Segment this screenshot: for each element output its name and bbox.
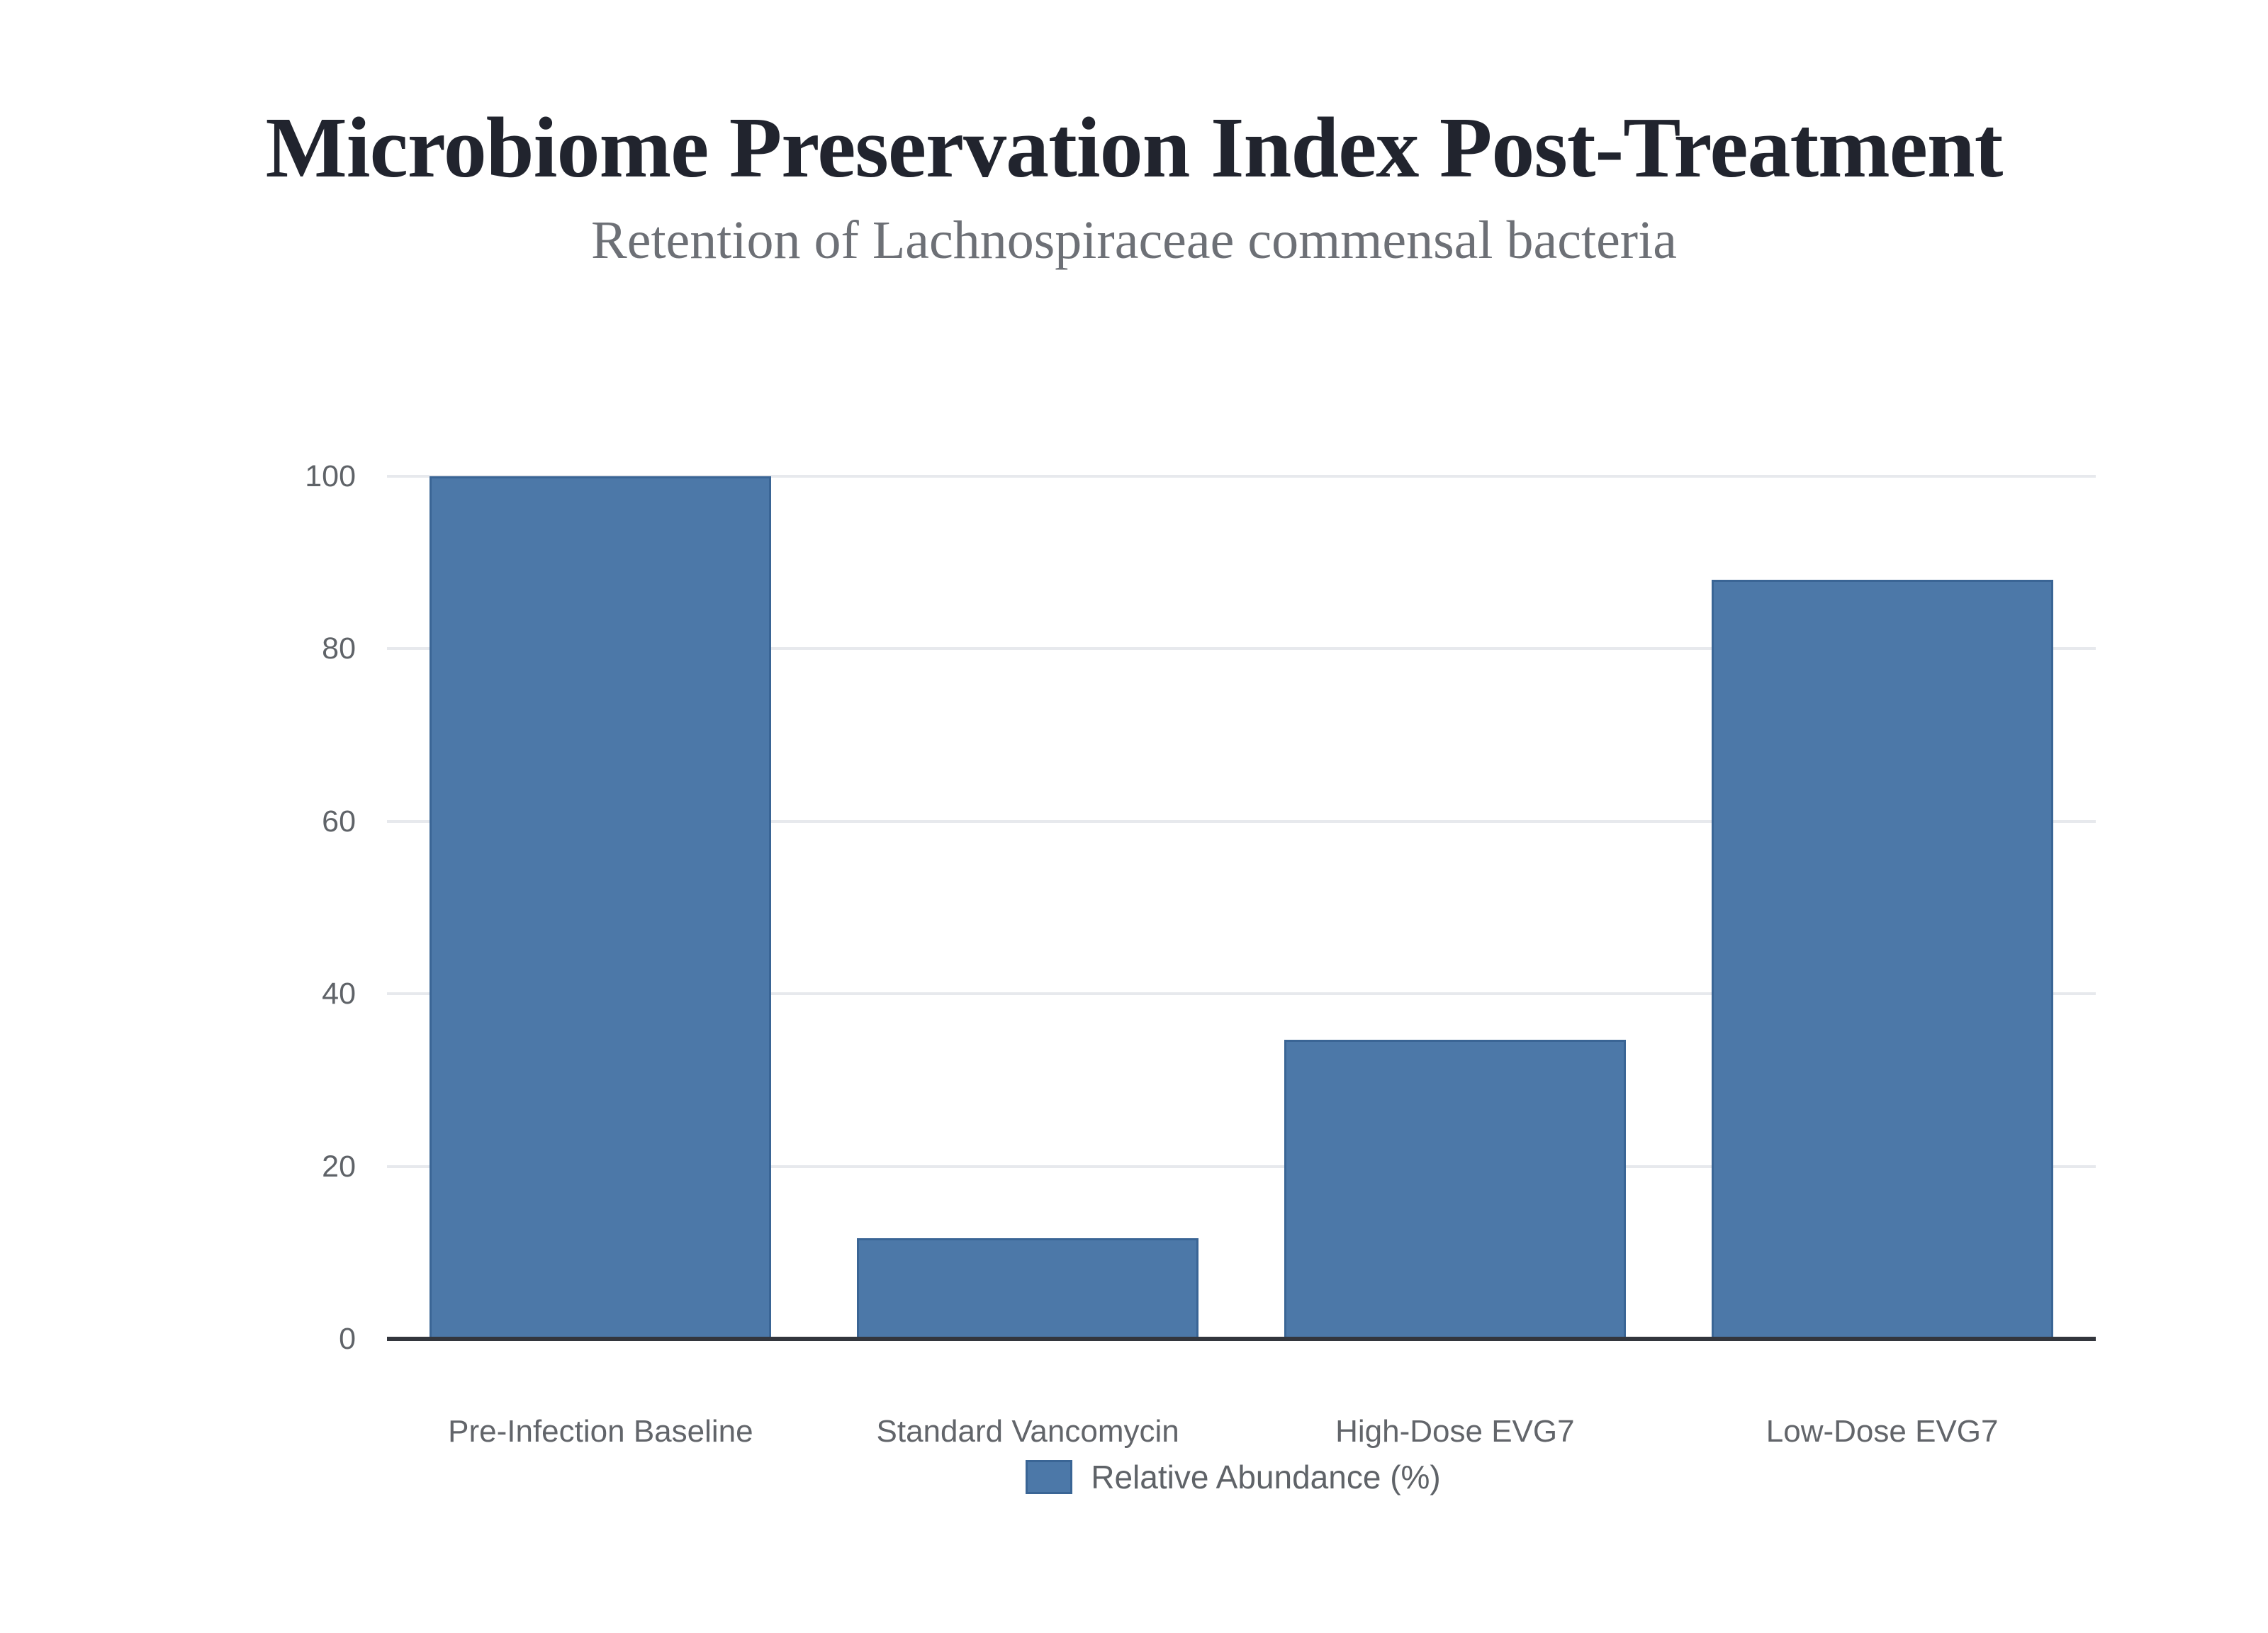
gridline bbox=[387, 992, 2096, 996]
x-axis-label: Standard Vancomycin bbox=[876, 1414, 1179, 1449]
x-axis-line bbox=[387, 1337, 2096, 1341]
legend-swatch bbox=[1026, 1460, 1073, 1494]
bar[interactable] bbox=[857, 1238, 1199, 1339]
x-axis-label: Pre-Infection Baseline bbox=[448, 1414, 753, 1449]
bar[interactable] bbox=[1284, 1039, 1626, 1339]
gridline bbox=[387, 1165, 2096, 1168]
y-axis-tick-label: 0 bbox=[339, 1322, 356, 1356]
y-axis-tick-label: 100 bbox=[305, 459, 356, 493]
page-subtitle: Retention of Lachnospiraceae commensal b… bbox=[591, 211, 1677, 270]
x-axis-label: High-Dose EVG7 bbox=[1335, 1414, 1575, 1449]
gridline bbox=[387, 647, 2096, 651]
y-axis-tick-label: 60 bbox=[322, 804, 356, 838]
y-axis-tick-label: 80 bbox=[322, 632, 356, 666]
legend-label: Relative Abundance (%) bbox=[1091, 1459, 1441, 1495]
page-title: Microbiome Preservation Index Post-Treat… bbox=[265, 100, 2004, 196]
gridline bbox=[387, 819, 2096, 823]
bar[interactable] bbox=[1711, 580, 2053, 1339]
bar[interactable] bbox=[430, 476, 772, 1339]
gridline bbox=[387, 475, 2096, 478]
x-axis-label: Low-Dose EVG7 bbox=[1765, 1414, 1999, 1449]
legend-item[interactable]: Relative Abundance (%) bbox=[1026, 1459, 1441, 1495]
legend: Relative Abundance (%) bbox=[0, 1459, 2268, 1495]
y-axis-tick-label: 40 bbox=[322, 977, 356, 1011]
y-axis-tick-label: 20 bbox=[322, 1149, 356, 1184]
